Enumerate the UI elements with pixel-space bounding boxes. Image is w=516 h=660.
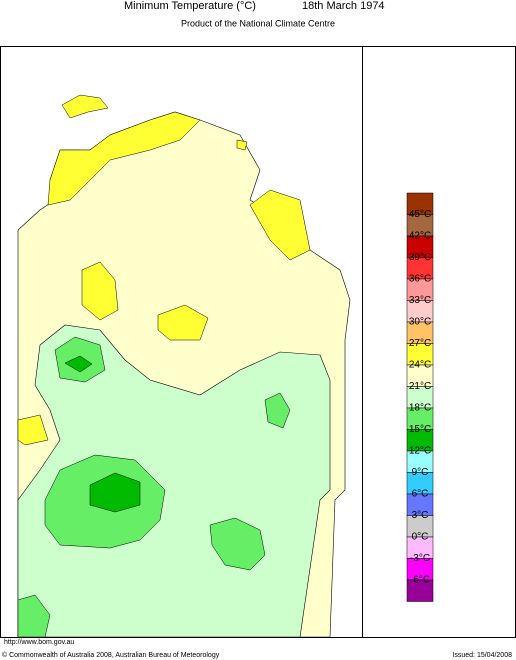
legend-label: 36°C [409, 274, 431, 285]
island [61, 94, 109, 119]
legend-label: 0°C [412, 532, 429, 543]
coast-warm [249, 189, 311, 261]
legend-label: 12°C [409, 446, 431, 457]
legend-label: -3°C [410, 553, 430, 564]
cooler-area [17, 594, 51, 637]
map [0, 46, 363, 638]
legend-label: 15°C [409, 424, 431, 435]
legend-label: 33°C [409, 295, 431, 306]
legend-label: 30°C [409, 317, 431, 328]
legend-label: -6°C [410, 575, 430, 586]
legend-frame [362, 46, 516, 638]
island [236, 139, 248, 151]
legend-label: 21°C [409, 381, 431, 392]
legend-label: 24°C [409, 360, 431, 371]
footer-issued: Issued: 15/04/2008 [452, 652, 512, 659]
footer-copyright: © Commonwealth of Australia 2008, Austra… [2, 651, 220, 659]
legend-label: 18°C [409, 403, 431, 414]
legend-label: 3°C [412, 510, 429, 521]
legend-label: 9°C [412, 467, 429, 478]
warm-area [81, 261, 119, 321]
legend: 45°C 42°C 39°C 36°C 33°C 30°C 27°C 24°C 21°C 18°C… [406, 192, 434, 602]
warm-area [157, 304, 209, 341]
legend-label: 45°C [409, 209, 431, 220]
legend-swatch [406, 579, 434, 602]
warm-area [17, 414, 49, 446]
footer-url: http://www.bom.gov.au [4, 639, 74, 646]
cooler-area [209, 517, 266, 571]
coldest-area [89, 472, 141, 513]
coldest-area [64, 355, 93, 373]
legend-label: 39°C [409, 252, 431, 263]
legend-label: 6°C [412, 489, 429, 500]
legend-label: 27°C [409, 338, 431, 349]
cooler-area [264, 392, 291, 429]
title: Minimum Temperature (°C) [124, 0, 256, 12]
subtitle: Product of the National Climate Centre [181, 18, 335, 28]
legend-label: 42°C [409, 231, 431, 242]
coast-warm [47, 111, 201, 206]
date: 18th March 1974 [302, 0, 385, 12]
